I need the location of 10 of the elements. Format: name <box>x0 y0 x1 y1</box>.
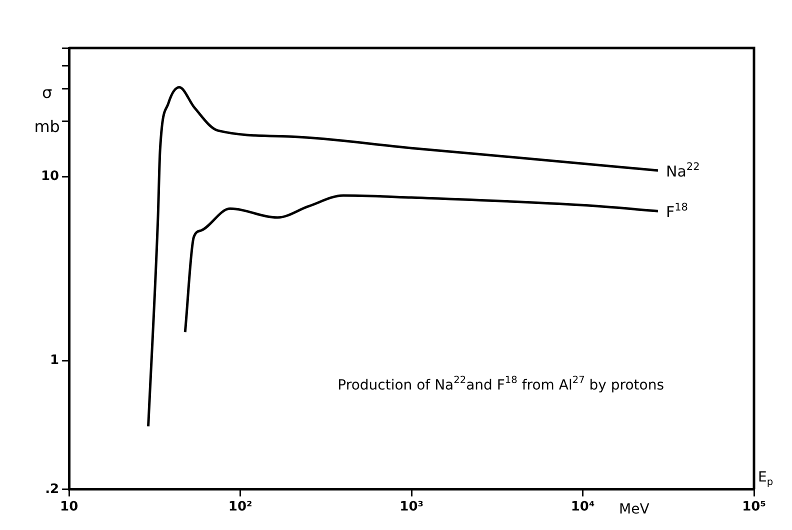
y-axis-title: σ mb <box>34 83 60 136</box>
x-tick-label: 10⁴ <box>570 500 595 515</box>
y-tick-label: 10 <box>40 169 60 184</box>
x-tick-label: 10² <box>228 500 252 515</box>
x-tick-label: 10 <box>60 500 78 515</box>
x-tick-label: 10⁵ <box>742 500 766 515</box>
y-tick-label: .2 <box>45 482 60 497</box>
x-tick-label: 10³ <box>400 500 424 515</box>
x-axis-title: MeV <box>619 501 650 518</box>
y-tick-label: 1 <box>50 353 60 368</box>
